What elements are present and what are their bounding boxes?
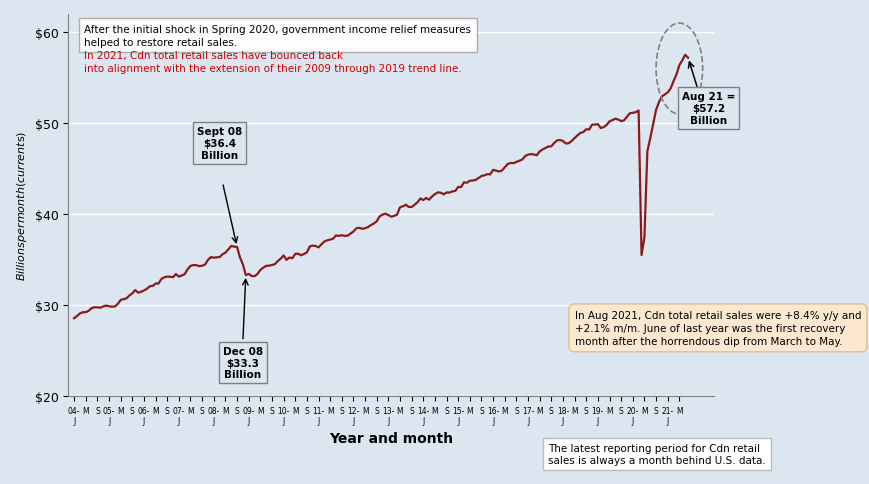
Text: Aug 21 =
$57.2
Billion: Aug 21 = $57.2 Billion bbox=[681, 92, 734, 125]
Text: In 2021, Cdn total retail sales have bounced back
into alignment with the extens: In 2021, Cdn total retail sales have bou… bbox=[84, 25, 461, 74]
X-axis label: Year and month: Year and month bbox=[328, 431, 453, 445]
Text: After the initial shock in Spring 2020, government income relief measures
helped: After the initial shock in Spring 2020, … bbox=[84, 25, 471, 47]
Text: In Aug 2021, Cdn total retail sales were +8.4% y/y and
+2.1% m/m. June of last y: In Aug 2021, Cdn total retail sales were… bbox=[574, 310, 860, 347]
Y-axis label: $ Billions per month (current $s): $ Billions per month (current $s) bbox=[15, 131, 29, 281]
Text: The latest reporting period for Cdn retail
sales is always a month behind U.S. d: The latest reporting period for Cdn reta… bbox=[547, 443, 765, 465]
Text: Dec 08
$33.3
Billion: Dec 08 $33.3 Billion bbox=[222, 347, 262, 379]
Text: Sept 08
$36.4
Billion: Sept 08 $36.4 Billion bbox=[196, 127, 242, 160]
